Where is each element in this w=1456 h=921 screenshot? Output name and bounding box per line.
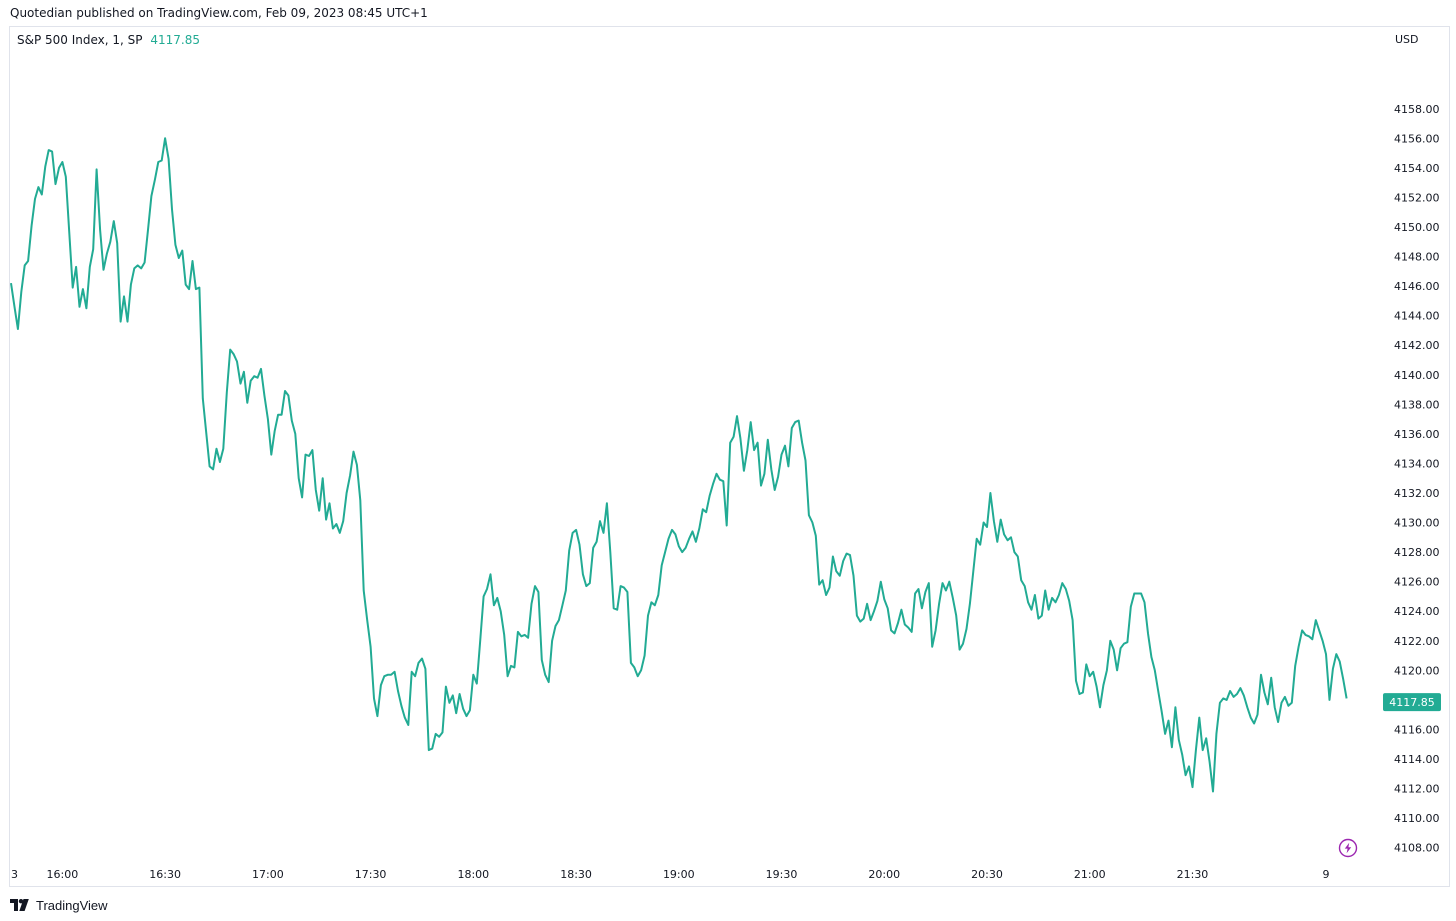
x-tick-label: 18:30 <box>560 868 592 881</box>
y-tick-label: 4134.00 <box>1394 457 1440 470</box>
x-tick-label: 20:30 <box>971 868 1003 881</box>
chart-frame <box>9 26 1450 887</box>
y-tick-label: 4126.00 <box>1394 576 1440 589</box>
publisher-header: Quotedian published on TradingView.com, … <box>10 6 428 20</box>
y-tick-label: 4138.00 <box>1394 398 1440 411</box>
y-tick-label: 4124.00 <box>1394 605 1440 618</box>
price-line <box>10 137 1348 793</box>
last-price-tag-label: 4117.85 <box>1389 696 1435 709</box>
y-tick-label: 4148.00 <box>1394 251 1440 264</box>
tradingview-logo-icon <box>10 899 29 911</box>
symbol-label[interactable]: S&P 500 Index, 1, SP <box>17 33 143 47</box>
y-tick-label: 4142.00 <box>1394 339 1440 352</box>
x-tick-label: 3 <box>11 868 18 881</box>
y-tick-label: 4136.00 <box>1394 428 1440 441</box>
y-tick-label: 4132.00 <box>1394 487 1440 500</box>
last-price-tag-bg <box>1383 693 1441 712</box>
lightning-bolt-icon[interactable] <box>1338 838 1358 858</box>
y-tick-label: 4150.00 <box>1394 221 1440 234</box>
y-tick-label: 4128.00 <box>1394 546 1440 559</box>
x-tick-label: 9 <box>1323 868 1330 881</box>
x-tick-label: 21:30 <box>1177 868 1209 881</box>
y-tick-label: 4120.00 <box>1394 664 1440 677</box>
price-series <box>10 137 1348 793</box>
y-tick-label: 4122.00 <box>1394 635 1440 648</box>
y-tick-label: 4130.00 <box>1394 517 1440 530</box>
y-axis[interactable]: 4108.004110.004112.004114.004116.004118.… <box>1394 103 1440 855</box>
x-tick-label: 21:00 <box>1074 868 1106 881</box>
currency-label: USD <box>1395 33 1419 46</box>
y-tick-label: 4140.00 <box>1394 369 1440 382</box>
y-tick-label: 4110.00 <box>1394 812 1440 825</box>
x-tick-label: 19:00 <box>663 868 695 881</box>
x-tick-label: 16:30 <box>149 868 181 881</box>
y-tick-label: 4144.00 <box>1394 310 1440 323</box>
y-tick-label: 4112.00 <box>1394 783 1440 796</box>
y-tick-label: 4158.00 <box>1394 103 1440 116</box>
y-tick-label: 4146.00 <box>1394 280 1440 293</box>
y-tick-label: 4154.00 <box>1394 162 1440 175</box>
y-tick-label: 4152.00 <box>1394 191 1440 204</box>
y-tick-label: 4116.00 <box>1394 723 1440 736</box>
x-tick-label: 16:00 <box>47 868 79 881</box>
x-tick-label: 17:00 <box>252 868 284 881</box>
footer-brand: TradingView <box>36 897 108 913</box>
y-tick-label: 4108.00 <box>1394 842 1440 855</box>
last-price-tag: 4117.85 <box>1383 693 1441 712</box>
x-tick-label: 18:00 <box>457 868 489 881</box>
y-tick-label: 4114.00 <box>1394 753 1440 766</box>
footer[interactable]: TradingView <box>10 896 108 914</box>
x-tick-label: 20:00 <box>868 868 900 881</box>
last-value-label: 4117.85 <box>150 33 200 47</box>
x-tick-label: 19:30 <box>766 868 798 881</box>
x-tick-label: 17:30 <box>355 868 387 881</box>
x-axis[interactable]: 3 16:00 16:30 17:00 17:30 18:00 18:30 19:00 19:3… <box>11 868 1330 881</box>
y-tick-label: 4156.00 <box>1394 132 1440 145</box>
chart-legend[interactable]: S&P 500 Index, 1, SP 4117.85 <box>17 31 200 49</box>
